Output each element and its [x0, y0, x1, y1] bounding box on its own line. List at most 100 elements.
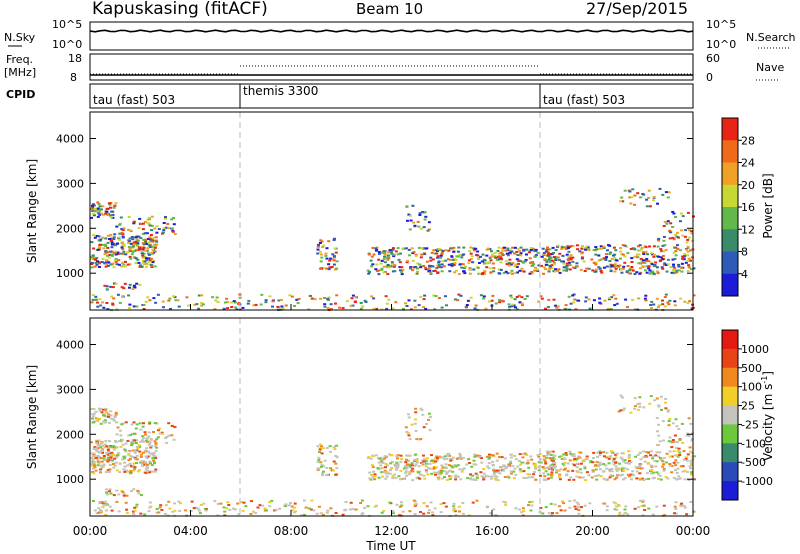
range-cell: [615, 452, 619, 455]
range-cell: [106, 460, 110, 463]
range-cell: [170, 218, 174, 221]
range-cell: [685, 241, 689, 244]
range-cell: [327, 263, 331, 266]
range-cell: [329, 467, 333, 470]
velocity-label-sup: -1: [760, 376, 769, 384]
range-cell: [97, 212, 101, 215]
range-cell: [443, 458, 447, 461]
range-cell: [676, 454, 679, 457]
range-cell: [548, 453, 552, 456]
range-cell: [544, 259, 548, 261]
range-cell: [605, 256, 608, 259]
range-cell: [100, 449, 104, 452]
range-cell: [542, 253, 546, 256]
range-cell: [386, 251, 390, 254]
range-cell: [534, 266, 537, 269]
range-cell: [482, 262, 486, 265]
range-cell: [647, 462, 651, 464]
range-cell: [171, 230, 175, 233]
range-cell: [571, 256, 575, 259]
range-cell: [237, 513, 241, 516]
range-cell: [542, 252, 546, 255]
range-cell: [143, 513, 147, 516]
range-cell: [100, 466, 104, 469]
cpid-segment-1: tau (fast) 503: [93, 93, 175, 107]
range-cell: [577, 506, 580, 509]
range-cell: [508, 258, 512, 261]
range-cell: [379, 464, 383, 467]
range-cell: [110, 210, 114, 213]
range-cell: [344, 508, 348, 511]
range-cell: [641, 500, 645, 503]
range-cell: [124, 442, 128, 445]
range-cell: [515, 250, 519, 253]
range-cell: [99, 408, 102, 410]
range-cell: [542, 467, 546, 470]
range-cell: [429, 501, 433, 504]
range-cell: [148, 442, 152, 444]
range-cell: [380, 251, 384, 254]
range-cell: [178, 509, 182, 512]
range-cell: [621, 253, 625, 256]
range-cell: [117, 236, 121, 239]
range-cell: [114, 250, 118, 253]
range-cell: [128, 255, 132, 258]
range-cell: [521, 261, 525, 264]
range-cell: [609, 455, 613, 458]
range-cell: [549, 476, 553, 479]
range-cell: [680, 212, 683, 215]
range-cell: [185, 296, 189, 299]
range-cell: [198, 512, 202, 515]
range-cell: [582, 260, 586, 263]
range-cell: [573, 458, 577, 460]
range-cell: [527, 504, 530, 507]
range-cell: [405, 430, 409, 433]
range-cell: [477, 456, 481, 458]
range-cell: [142, 243, 146, 246]
range-cell: [566, 470, 570, 473]
range-cell: [676, 467, 680, 470]
range-cell: [602, 266, 606, 269]
range-cell: [665, 270, 669, 273]
range-cell: [116, 242, 119, 245]
range-cell: [105, 488, 109, 491]
range-cell: [480, 461, 484, 464]
range-cell: [636, 467, 640, 469]
range-cell: [525, 454, 529, 456]
range-cell: [414, 411, 418, 414]
range-cell: [150, 252, 154, 255]
range-cell: [589, 461, 593, 464]
range-cell: [675, 478, 679, 481]
range-cell: [318, 448, 322, 451]
range-cell: [569, 258, 573, 261]
range-cell: [136, 489, 140, 492]
range-cell: [377, 476, 381, 479]
range-cell: [668, 463, 672, 465]
range-cell: [404, 302, 407, 305]
range-cell: [605, 505, 609, 508]
range-cell: [580, 257, 584, 260]
range-cell: [553, 458, 557, 461]
range-cell: [528, 257, 532, 260]
range-cell: [449, 465, 453, 468]
range-cell: [482, 297, 486, 300]
range-cell: [547, 270, 551, 273]
range-cell: [682, 258, 686, 261]
range-cell: [499, 268, 503, 271]
range-cell: [644, 259, 648, 262]
range-cell: [641, 467, 645, 470]
colorbar-tick-label: 500: [741, 362, 762, 375]
range-cell: [139, 460, 143, 463]
range-cell: [414, 253, 418, 256]
range-cell: [631, 188, 635, 191]
range-cell: [368, 477, 372, 480]
range-cell: [370, 464, 374, 467]
range-cell: [139, 461, 143, 464]
range-cell: [468, 272, 472, 275]
range-cell: [585, 455, 589, 458]
range-cell: [492, 454, 496, 457]
range-cell: [418, 212, 422, 215]
range-cell: [615, 505, 619, 508]
range-cell: [150, 251, 154, 254]
